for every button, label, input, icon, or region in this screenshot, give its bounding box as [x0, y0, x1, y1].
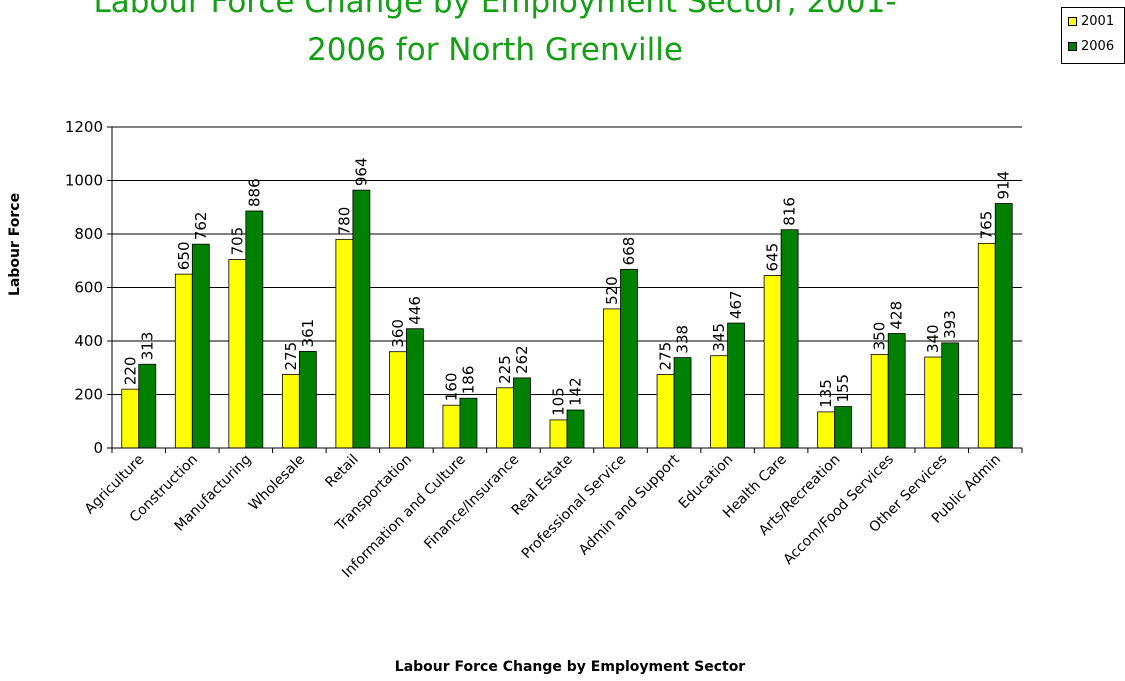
y-tick-label-200: 200 [74, 386, 103, 404]
legend-item-2001: 2001 [1068, 11, 1114, 31]
bar-2001-8 [549, 419, 568, 449]
bar-2001-11 [710, 355, 728, 449]
data-label-2001-10: 275 [657, 342, 675, 371]
data-label-2006-5: 446 [406, 296, 424, 325]
data-label-2001-3: 275 [282, 342, 300, 371]
bar-2006-1 [191, 243, 210, 449]
data-label-2006-4: 964 [352, 157, 370, 186]
legend-item-2006: 2006 [1068, 36, 1114, 56]
bar-2006-15 [941, 342, 960, 449]
y-tick-label-1200: 1200 [65, 118, 103, 136]
x-tick-label-3: Wholesale [246, 452, 308, 514]
data-label-2006-6: 186 [459, 366, 477, 395]
legend-swatch-2006 [1068, 41, 1077, 51]
bar-2006-3 [298, 351, 317, 449]
bar-2001-14 [870, 353, 889, 449]
data-label-2001-9: 520 [603, 276, 621, 305]
bar-2006-7 [513, 377, 531, 449]
chart-title: Labour Force Change by Employment Sector… [0, 0, 990, 74]
bar-2006-0 [138, 363, 157, 449]
bar-2001-5 [389, 351, 407, 449]
bar-2006-13 [834, 406, 853, 449]
data-label-2006-8: 142 [567, 377, 585, 406]
data-label-2001-8: 105 [550, 387, 568, 416]
data-label-2001-14: 350 [871, 322, 889, 351]
y-tick-label-600: 600 [74, 279, 103, 297]
data-label-2001-2: 705 [228, 227, 246, 256]
bar-2001-3 [281, 374, 300, 449]
bar-2006-10 [673, 357, 692, 449]
bar-2006-9 [620, 268, 638, 449]
y-tick-label-800: 800 [74, 225, 103, 243]
bar-2006-16 [994, 203, 1013, 449]
data-label-2001-6: 160 [442, 373, 460, 402]
legend-label-2006: 2006 [1081, 38, 1115, 54]
data-label-2006-12: 816 [781, 197, 799, 226]
x-tick-label-14: Accom/Food Services [781, 452, 897, 568]
data-label-2001-5: 360 [389, 319, 407, 348]
y-tick-label-1000: 1000 [65, 172, 103, 190]
data-label-2001-7: 225 [496, 355, 514, 384]
bar-2001-7 [496, 387, 514, 449]
chart-title-line1: Labour Force Change by Employment Sector… [93, 0, 897, 20]
bar-2001-4 [335, 238, 354, 449]
bar-2001-10 [656, 374, 675, 449]
bar-2006-12 [780, 229, 799, 449]
bar-2001-1 [174, 273, 193, 449]
data-label-2006-11: 467 [727, 290, 745, 319]
data-label-2006-9: 668 [620, 237, 638, 266]
legend-swatch-2001 [1068, 16, 1077, 26]
legend-label-2001: 2001 [1081, 13, 1115, 29]
bar-2006-11 [727, 322, 745, 449]
bar-2001-0 [121, 388, 140, 449]
bar-2006-4 [352, 189, 371, 449]
data-label-2006-13: 155 [834, 374, 852, 403]
bar-2006-8 [566, 409, 585, 449]
chart-legend: 2001 2006 [1061, 7, 1125, 64]
data-label-2001-0: 220 [121, 357, 139, 386]
x-axis-title: Labour Force Change by Employment Sector [394, 659, 746, 675]
x-tick-label-7: Finance/Insurance [421, 452, 522, 553]
bar-2006-5 [406, 328, 424, 449]
bar-2006-2 [245, 210, 264, 449]
y-tick-label-0: 0 [93, 439, 103, 457]
bar-2001-15 [924, 356, 943, 449]
bar-2001-6 [442, 404, 461, 449]
bar-2006-6 [459, 397, 478, 449]
x-tick-label-9: Professional Service [519, 452, 630, 563]
data-label-2001-15: 340 [924, 324, 942, 353]
data-label-2006-14: 428 [888, 301, 906, 330]
data-label-2006-7: 262 [513, 345, 531, 374]
data-label-2001-12: 645 [764, 243, 782, 272]
data-label-2006-1: 762 [192, 212, 210, 241]
data-label-2006-2: 886 [245, 178, 263, 207]
bar-2001-2 [228, 259, 247, 449]
x-tick-label-10: Admin and Support [576, 451, 683, 558]
data-label-2006-0: 313 [138, 332, 156, 361]
bar-2006-14 [887, 333, 906, 449]
data-label-2006-10: 338 [674, 325, 692, 354]
bar-2001-12 [763, 275, 782, 449]
data-label-2001-4: 780 [335, 207, 353, 236]
bar-2001-16 [977, 242, 996, 449]
data-label-2006-3: 361 [299, 319, 317, 348]
data-label-2001-11: 345 [710, 323, 728, 352]
x-tick-label-4: Retail [322, 452, 361, 491]
data-label-2001-16: 765 [978, 211, 996, 240]
bar-2001-13 [817, 411, 836, 449]
data-label-2006-16: 914 [995, 171, 1013, 200]
data-label-2001-1: 650 [175, 241, 193, 270]
bar-2001-9 [603, 308, 621, 449]
data-label-2001-13: 135 [817, 379, 835, 408]
data-label-2006-15: 393 [941, 310, 959, 339]
chart-title-line2: 2006 for North Grenville [307, 32, 683, 68]
y-tick-label-400: 400 [74, 332, 103, 350]
